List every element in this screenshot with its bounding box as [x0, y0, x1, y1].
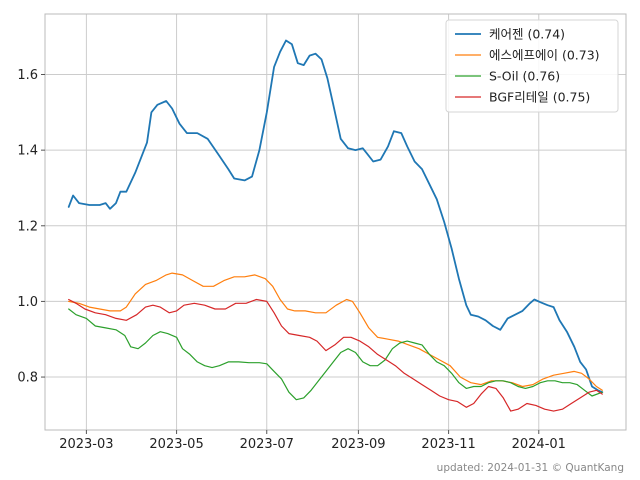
y-tick-label: 1.0: [17, 295, 38, 310]
series-line-2: [68, 272, 603, 391]
x-tick-label: 2023-03: [59, 437, 113, 452]
y-tick-label: 1.2: [17, 219, 38, 234]
plot-frame: [44, 13, 627, 431]
legend-box: [445, 19, 619, 113]
legend-label: BGF리테일 (0.75): [489, 90, 590, 105]
x-tick-label: 2023-07: [240, 437, 294, 452]
x-tick-label: 2023-09: [331, 437, 385, 452]
series-line-1: [67, 39, 604, 394]
legend-label: S-Oil (0.76): [489, 69, 560, 84]
series-line-3: [68, 308, 603, 401]
x-tick-label: 2024-01: [512, 437, 566, 452]
x-axis: 2023-03 2023-05 2023-07 2023-09 2023-11 2024-…: [59, 430, 566, 452]
series-line-4: [68, 298, 603, 412]
legend: 케어젠 (0.74) 에스에프에이 (0.73) S-Oil (0.76) BGF리테…: [445, 19, 619, 113]
series-lines: [67, 39, 604, 412]
y-tick-label: 0.8: [17, 371, 38, 386]
x-tick-label: 2023-05: [149, 437, 203, 452]
legend-label: 에스에프에이 (0.73): [489, 48, 600, 63]
y-tick-label: 1.6: [17, 68, 38, 83]
y-tick-label: 1.4: [17, 144, 38, 159]
footer-credit: updated: 2024-01-31 © QuantKang: [437, 462, 624, 474]
y-axis: 0.8 1.0 1.2 1.4 1.6: [17, 68, 45, 386]
legend-label: 케어젠 (0.74): [489, 27, 565, 42]
x-tick-label: 2023-11: [421, 437, 475, 452]
